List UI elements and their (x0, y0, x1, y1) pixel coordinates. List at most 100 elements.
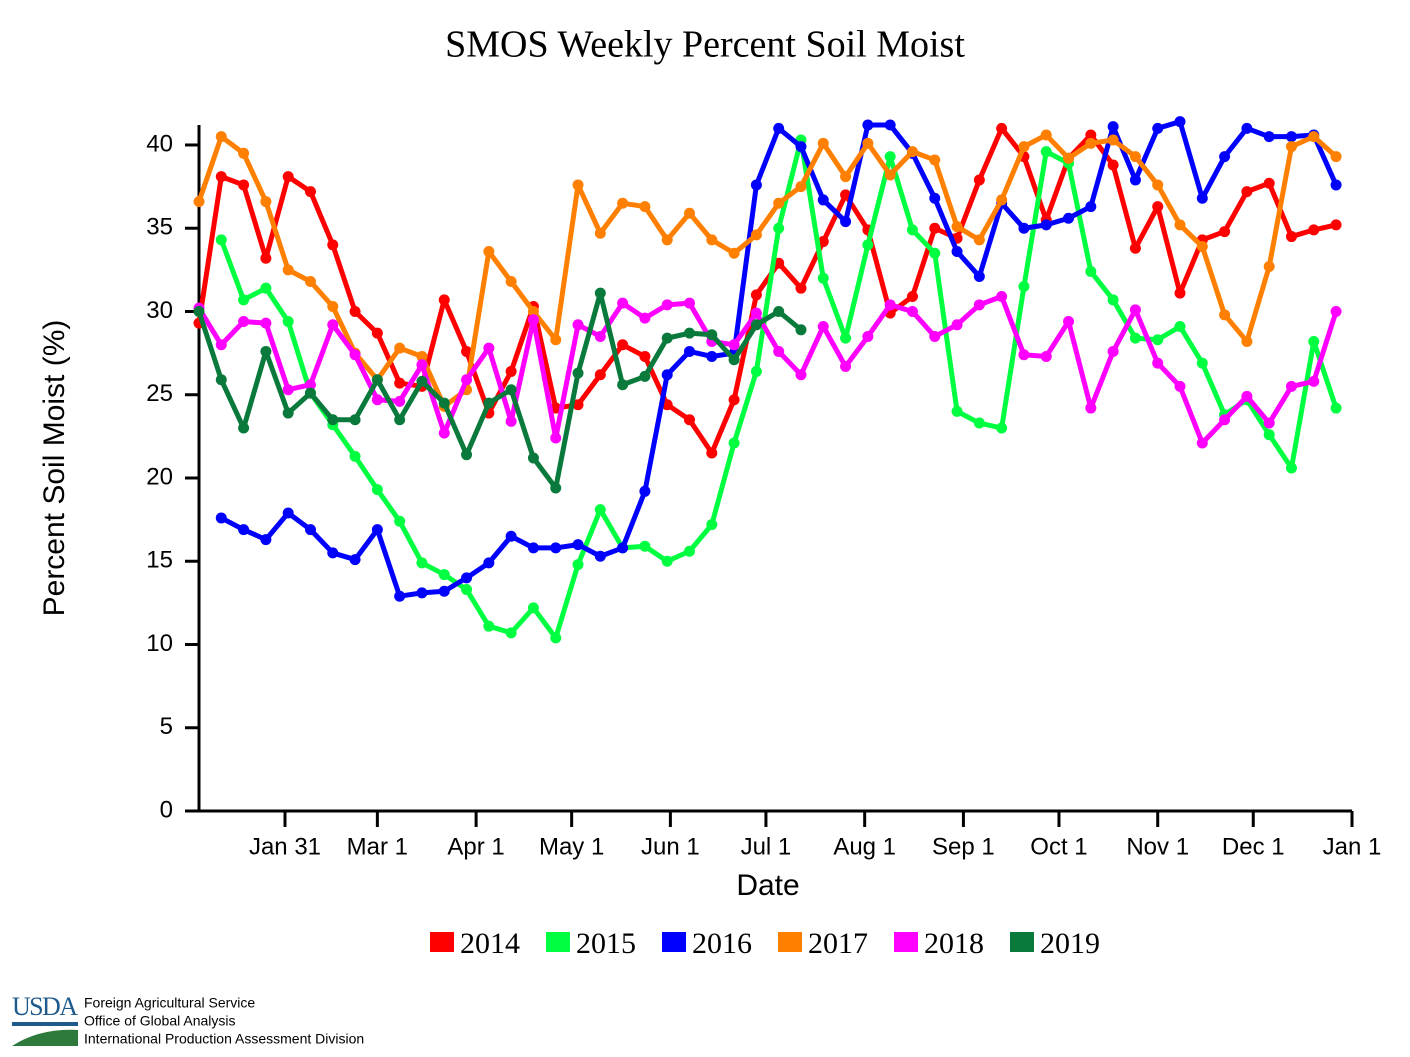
data-point (193, 305, 205, 317)
data-point (639, 350, 651, 362)
data-point (394, 515, 406, 527)
series (193, 122, 1342, 459)
data-point (1263, 429, 1275, 441)
data-point (1330, 151, 1342, 163)
data-point (594, 330, 606, 342)
data-point (750, 229, 762, 241)
data-point (951, 221, 963, 233)
data-point (706, 447, 718, 459)
data-point (1285, 131, 1297, 143)
data-point (1107, 345, 1119, 357)
data-point (617, 379, 629, 391)
data-point (1174, 380, 1186, 392)
data-point (773, 222, 785, 234)
data-point (215, 374, 227, 386)
data-point (884, 299, 896, 311)
data-point (438, 397, 450, 409)
data-point (617, 297, 629, 309)
data-point (527, 452, 539, 464)
data-point (1285, 141, 1297, 153)
data-point (371, 394, 383, 406)
data-point (1174, 219, 1186, 231)
data-point (929, 247, 941, 259)
data-point (929, 330, 941, 342)
x-tick-label: Jan 1 (1323, 833, 1382, 860)
data-point (483, 342, 495, 354)
data-point (349, 450, 361, 462)
x-axis-label: Date (736, 869, 799, 902)
data-point (973, 271, 985, 283)
data-point (438, 427, 450, 439)
data-point (639, 485, 651, 497)
x-tick-label: Aug 1 (833, 833, 896, 860)
data-point (1085, 266, 1097, 278)
data-point (1063, 212, 1075, 224)
data-point (215, 512, 227, 524)
data-point (1263, 417, 1275, 429)
data-point (973, 417, 985, 429)
data-point (260, 345, 272, 357)
data-point (750, 289, 762, 301)
data-point (483, 620, 495, 632)
data-point (773, 345, 785, 357)
data-point (416, 375, 428, 387)
data-point (728, 394, 740, 406)
data-point (973, 299, 985, 311)
data-point (371, 484, 383, 496)
data-point (1018, 349, 1030, 361)
data-point (661, 299, 673, 311)
data-point (684, 545, 696, 557)
data-point (1018, 141, 1030, 153)
logo-field (12, 1029, 78, 1046)
data-point (1018, 222, 1030, 234)
data-point (438, 585, 450, 597)
footer-line: Foreign Agricultural Service (84, 995, 255, 1011)
footer: USDA Foreign Agricultural Service Office… (12, 992, 364, 1047)
data-point (505, 276, 517, 288)
x-tick-label: Jul 1 (741, 833, 792, 860)
data-point (617, 339, 629, 351)
data-point (728, 247, 740, 259)
legend-swatch (546, 932, 570, 952)
data-point (1241, 122, 1253, 134)
data-point (1085, 129, 1097, 141)
data-point (1107, 121, 1119, 133)
data-point (282, 407, 294, 419)
data-point (817, 194, 829, 206)
data-point (349, 305, 361, 317)
y-tick-label: 5 (160, 713, 173, 740)
data-point (1285, 462, 1297, 474)
data-point (973, 234, 985, 246)
data-point (795, 181, 807, 193)
data-point (1219, 414, 1231, 426)
data-point (1040, 350, 1052, 362)
x-tick-label: May 1 (539, 833, 604, 860)
data-point (371, 374, 383, 386)
data-point (750, 307, 762, 319)
data-point (238, 294, 250, 306)
data-point (1219, 226, 1231, 238)
data-point (505, 384, 517, 396)
data-point (483, 246, 495, 258)
data-point (706, 234, 718, 246)
data-point (773, 305, 785, 317)
data-point (1129, 332, 1141, 344)
data-point (1219, 151, 1231, 163)
legend-swatch (894, 932, 918, 952)
data-point (750, 319, 762, 331)
data-point (661, 332, 673, 344)
data-point (1285, 231, 1297, 243)
y-tick-label: 20 (146, 463, 173, 490)
data-point (238, 524, 250, 536)
data-point (884, 169, 896, 181)
data-point (929, 154, 941, 166)
data-point (773, 122, 785, 134)
data-point (840, 189, 852, 201)
data-point (1040, 219, 1052, 231)
data-point (840, 171, 852, 183)
data-point (817, 320, 829, 332)
data-point (639, 370, 651, 382)
data-point (840, 216, 852, 228)
data-point (461, 449, 473, 461)
series-line (196, 132, 1338, 409)
